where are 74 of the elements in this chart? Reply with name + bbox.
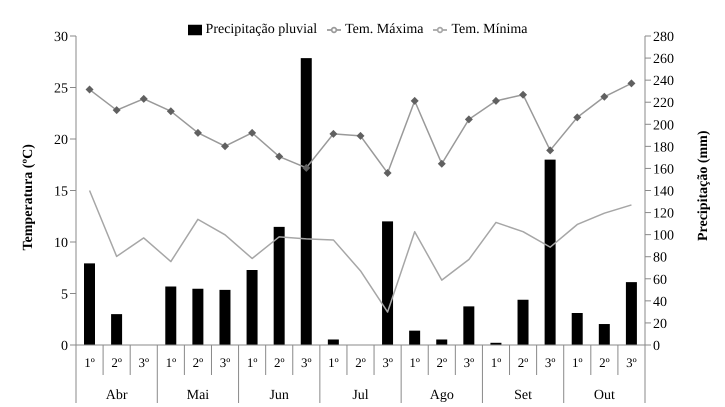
y2-tick-label: 240 bbox=[653, 74, 674, 90]
legend-label: Tem. Máxima bbox=[345, 22, 424, 37]
y-tick-label: 20 bbox=[54, 132, 68, 148]
line-series bbox=[88, 190, 632, 313]
text: Mai bbox=[186, 388, 210, 403]
y2-tick-label: 40 bbox=[653, 294, 667, 310]
x-tick-label: 1º bbox=[84, 355, 95, 370]
y2-tick-label: 80 bbox=[653, 250, 667, 266]
y2-tick-label: 180 bbox=[653, 140, 674, 156]
x-tick-label: 2º bbox=[355, 355, 366, 370]
x-tick-label: 3º bbox=[138, 355, 150, 370]
bar bbox=[572, 312, 583, 345]
y-tick-label: 15 bbox=[54, 184, 68, 200]
bar bbox=[518, 300, 529, 345]
text: Ago bbox=[430, 388, 454, 403]
x-tick-label: 2º bbox=[518, 355, 528, 370]
text: Jul bbox=[352, 388, 369, 403]
y2-tick-label: 60 bbox=[653, 272, 667, 288]
bar bbox=[274, 226, 285, 345]
bar bbox=[328, 339, 339, 345]
bar bbox=[544, 160, 556, 345]
bar bbox=[463, 306, 474, 345]
x-tick-label: 2º bbox=[192, 355, 204, 370]
y-tick-label: 25 bbox=[54, 81, 68, 96]
x-tick-label: 2º bbox=[111, 355, 122, 370]
bar bbox=[192, 288, 204, 345]
x-tick-label: 1º bbox=[490, 355, 502, 370]
x-tick-label: 1º bbox=[572, 355, 583, 370]
x-tick-label: 1º bbox=[166, 355, 176, 370]
y-tick-label: 0 bbox=[61, 338, 68, 354]
y-tick-label: 30 bbox=[54, 30, 68, 45]
bar bbox=[111, 314, 122, 345]
x-tick-label: 3º bbox=[220, 355, 230, 370]
x-tick-label: 1º bbox=[409, 355, 420, 370]
bar bbox=[436, 339, 448, 345]
bar bbox=[598, 324, 610, 345]
legend-label: Precipitação pluvial bbox=[206, 22, 318, 37]
text: Out bbox=[594, 388, 615, 403]
x-tick-label: 3º bbox=[382, 355, 393, 370]
bar bbox=[246, 270, 258, 345]
y2-tick-label: 20 bbox=[653, 316, 667, 332]
y2-tick-label: 200 bbox=[653, 118, 674, 134]
bar bbox=[219, 290, 230, 345]
y2-tick-label: 140 bbox=[653, 184, 674, 200]
x-tick-label: 3º bbox=[626, 355, 637, 370]
x-tick-label: 2º bbox=[274, 355, 284, 370]
x-tick-label: 2º bbox=[599, 355, 610, 370]
bar bbox=[300, 58, 312, 345]
y2-tick-label: 160 bbox=[653, 162, 674, 178]
x-tick-label: 2º bbox=[436, 355, 448, 370]
y2-tick-label: 100 bbox=[653, 228, 674, 244]
text: Abr bbox=[106, 388, 128, 403]
bar bbox=[165, 286, 176, 345]
x-tick-label: 1º bbox=[328, 355, 339, 370]
y-tick-label: 10 bbox=[54, 236, 68, 251]
bar bbox=[84, 263, 95, 345]
y2-axis-title: Precipitação (mm) bbox=[696, 130, 711, 242]
text: Set bbox=[514, 388, 532, 403]
y2-tick-label: 260 bbox=[653, 52, 674, 68]
y-tick-label: 5 bbox=[61, 287, 68, 302]
x-tick-label: 3º bbox=[464, 355, 474, 370]
bar bbox=[409, 330, 420, 345]
y2-tick-label: 120 bbox=[653, 206, 674, 222]
bar bbox=[382, 221, 394, 345]
y-axis-title: Temperatura (ºC) bbox=[20, 144, 36, 250]
legend-label: Tem. Mínima bbox=[451, 22, 528, 37]
y2-tick-label: 0 bbox=[653, 338, 660, 354]
y2-tick-label: 220 bbox=[653, 96, 674, 112]
x-tick-label: 1º bbox=[246, 355, 258, 370]
x-tick-label: 3º bbox=[301, 355, 312, 370]
bar bbox=[626, 282, 637, 345]
x-tick-label: 3º bbox=[544, 355, 556, 370]
text: Jun bbox=[269, 388, 289, 403]
y2-tick-label: 280 bbox=[653, 30, 674, 45]
